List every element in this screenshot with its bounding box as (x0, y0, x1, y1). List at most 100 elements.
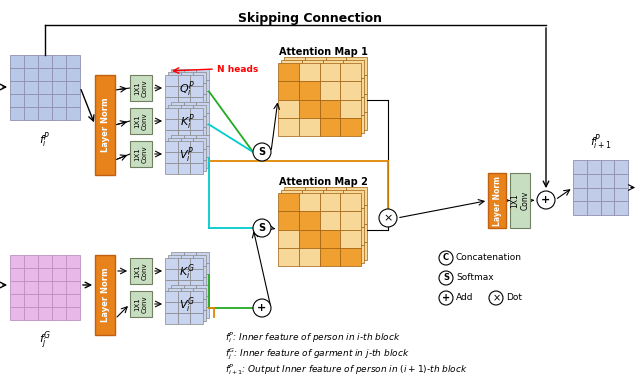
Bar (340, 118, 361, 136)
Circle shape (489, 291, 503, 305)
Bar (340, 81, 361, 99)
Bar (340, 211, 361, 229)
Bar (168, 149, 180, 160)
Bar (52, 68, 66, 81)
Bar (178, 258, 190, 269)
Bar (168, 310, 180, 321)
Circle shape (439, 271, 453, 285)
Bar (305, 205, 326, 224)
Bar (66, 81, 80, 94)
Bar (24, 68, 38, 81)
Bar (301, 226, 323, 245)
Bar (168, 277, 180, 288)
Bar (180, 116, 193, 127)
Bar (346, 94, 367, 112)
Bar (600, 174, 614, 187)
Text: C: C (443, 253, 449, 262)
Bar (190, 280, 203, 291)
Bar (346, 205, 367, 224)
Bar (24, 94, 38, 107)
Bar (343, 96, 364, 115)
Bar (281, 226, 301, 245)
Bar (66, 255, 80, 268)
Bar (184, 135, 196, 146)
Text: $f_i^P$: Inner feature of person in $i$-$th$ block: $f_i^P$: Inner feature of person in $i$-… (225, 330, 401, 345)
Bar (319, 99, 340, 118)
Bar (299, 248, 319, 266)
Text: +: + (541, 195, 550, 205)
Bar (180, 299, 193, 310)
Text: $V_i^G$: $V_i^G$ (179, 296, 195, 315)
Bar (326, 57, 346, 75)
Bar (10, 307, 24, 320)
Bar (196, 80, 209, 91)
Bar (66, 107, 80, 120)
Bar (299, 118, 319, 136)
Text: +: + (257, 303, 267, 313)
Bar (573, 174, 587, 187)
Bar (346, 187, 367, 205)
Bar (196, 285, 209, 296)
Bar (278, 193, 299, 211)
Bar (305, 112, 326, 130)
Bar (180, 277, 193, 288)
Bar (184, 80, 196, 91)
Bar (193, 266, 206, 277)
Text: $f_i^P$: $f_i^P$ (39, 130, 51, 150)
Bar (299, 229, 319, 248)
Bar (190, 97, 203, 108)
Bar (193, 288, 206, 299)
Bar (196, 157, 209, 168)
Bar (180, 94, 193, 105)
Bar (573, 187, 587, 201)
Bar (193, 72, 206, 83)
Bar (165, 163, 178, 174)
Text: Layer Norm: Layer Norm (100, 98, 109, 152)
Bar (24, 55, 38, 68)
Bar (323, 208, 343, 226)
Bar (299, 99, 319, 118)
Bar (343, 226, 364, 245)
Text: Add: Add (456, 293, 474, 303)
Bar (323, 226, 343, 245)
Bar (196, 135, 209, 146)
Bar (168, 83, 180, 94)
Bar (52, 294, 66, 307)
Bar (184, 274, 196, 285)
Bar (326, 205, 346, 224)
Bar (168, 299, 180, 310)
Bar (573, 160, 587, 174)
Bar (165, 280, 178, 291)
Bar (284, 242, 305, 260)
Bar (130, 108, 152, 134)
Bar (24, 81, 38, 94)
Bar (171, 296, 184, 307)
Bar (10, 281, 24, 294)
Bar (180, 266, 193, 277)
Bar (190, 119, 203, 130)
Bar (301, 208, 323, 226)
Bar (180, 160, 193, 171)
Bar (326, 224, 346, 242)
Bar (284, 57, 305, 75)
Text: Layer Norm: Layer Norm (493, 175, 502, 226)
Bar (278, 63, 299, 81)
Bar (190, 152, 203, 163)
Text: $f_{i+1}^P$: Output Inner feature of person in $(i+1)$-$th$ block: $f_{i+1}^P$: Output Inner feature of per… (225, 362, 468, 377)
Bar (24, 255, 38, 268)
Bar (24, 307, 38, 320)
Bar (193, 94, 206, 105)
Bar (323, 115, 343, 133)
Bar (600, 160, 614, 174)
Bar (24, 294, 38, 307)
Bar (281, 190, 301, 208)
Bar (180, 83, 193, 94)
Circle shape (253, 219, 271, 237)
Text: $K_i^P$: $K_i^P$ (180, 113, 195, 132)
Text: $f_j^G$: Inner feature of garment in $j$-$th$ block: $f_j^G$: Inner feature of garment in $j$… (225, 346, 410, 361)
Bar (326, 94, 346, 112)
Bar (165, 302, 178, 313)
Bar (346, 75, 367, 94)
Bar (614, 201, 628, 215)
Text: $\times$: $\times$ (383, 213, 393, 223)
